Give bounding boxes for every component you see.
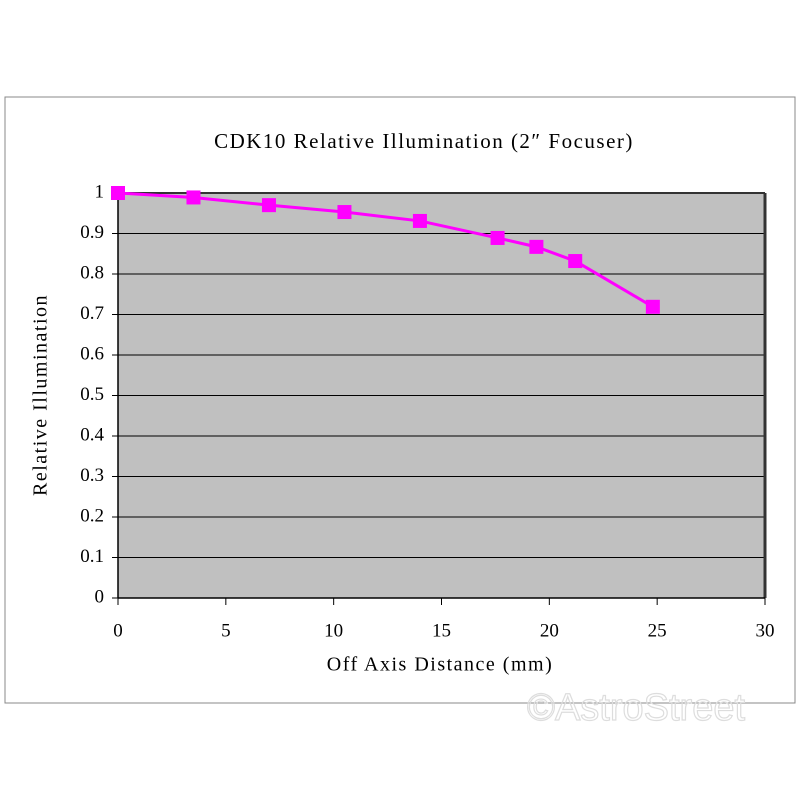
y-tick-label: 0.5 [80, 384, 104, 405]
x-tick-label: 30 [756, 620, 775, 641]
x-tick-label: 15 [432, 620, 451, 641]
y-tick-label: 0 [95, 586, 105, 607]
y-tick-label: 0.3 [80, 465, 104, 486]
marker [186, 190, 201, 205]
y-tick-label: 0.1 [80, 546, 104, 567]
y-tick-label: 0.6 [80, 343, 104, 364]
y-tick-label: 0.7 [80, 303, 104, 324]
y-tick-label: 1 [95, 181, 105, 202]
y-tick-label: 0.8 [80, 262, 104, 283]
marker [111, 186, 125, 200]
marker [529, 239, 544, 254]
y-tick-label: 0.4 [80, 424, 104, 445]
x-tick-label: 0 [113, 620, 123, 641]
watermark: ©AstroStreet [527, 687, 746, 729]
x-tick-label: 25 [648, 620, 667, 641]
chart-title: CDK10 Relative Illumination (2″ Focuser) [214, 129, 634, 153]
y-tick-label: 0.9 [80, 222, 104, 243]
x-axis-label: Off Axis Distance (mm) [327, 654, 554, 676]
y-tick-label: 0.2 [80, 505, 104, 526]
marker [490, 230, 505, 245]
x-tick-label: 5 [221, 620, 231, 641]
marker [337, 205, 352, 220]
marker [645, 299, 660, 314]
marker [261, 198, 276, 213]
x-tick-label: 20 [540, 620, 559, 641]
marker [412, 213, 427, 228]
marker [568, 254, 583, 269]
x-tick-label: 10 [324, 620, 343, 641]
y-axis-label: Relative Illumination [30, 294, 52, 496]
